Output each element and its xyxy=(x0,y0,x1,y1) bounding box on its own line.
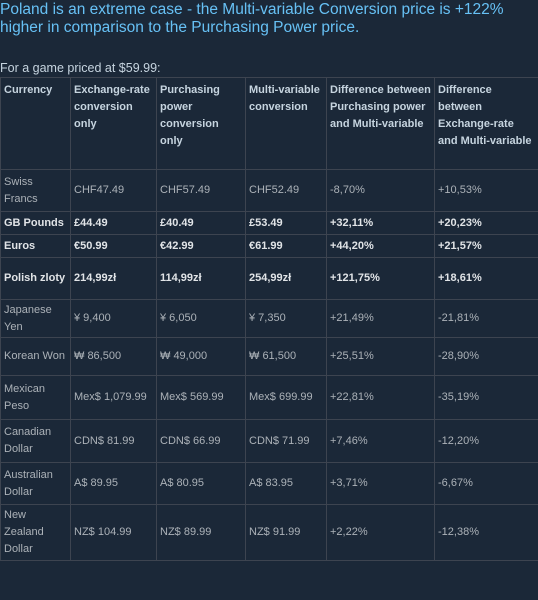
header-multi-variable: Multi-variable conversion xyxy=(245,77,327,170)
header-exchange-rate: Exchange-rate conversion only xyxy=(70,77,157,170)
multi-variable-cell: A$ 83.95 xyxy=(245,462,327,505)
currency-cell: Canadian Dollar xyxy=(0,419,71,463)
currency-cell: Australian Dollar xyxy=(0,462,71,505)
diff-er-mv-cell: +18,61% xyxy=(434,257,538,300)
price-comparison-table: Currency Exchange-rate conversion only P… xyxy=(0,77,538,561)
diff-pp-mv-cell: +44,20% xyxy=(326,234,435,258)
exchange-rate-cell: 214,99zł xyxy=(70,257,157,300)
header-purchasing-power: Purchasing power conversion only xyxy=(156,77,246,170)
table-row: Mexican Peso Mex$ 1,079.99 Mex$ 569.99 Mex$… xyxy=(0,375,538,420)
purchasing-power-cell: 114,99zł xyxy=(156,257,246,300)
diff-pp-mv-cell: +3,71% xyxy=(326,462,435,505)
table-row: Euros €50.99 €42.99 €61.99 +44,20% +21,57% xyxy=(0,234,538,258)
diff-er-mv-cell: -28,90% xyxy=(434,337,538,376)
multi-variable-cell: ¥ 7,350 xyxy=(245,299,327,338)
diff-er-mv-cell: -6,67% xyxy=(434,462,538,505)
currency-cell: Japanese Yen xyxy=(0,299,71,338)
table-row: Canadian Dollar CDN$ 81.99 CDN$ 66.99 CDN$ … xyxy=(0,419,538,463)
header-diff-er-mv: Difference between Exchange-rate and Mul… xyxy=(434,77,538,170)
exchange-rate-cell: CDN$ 81.99 xyxy=(70,419,157,463)
purchasing-power-cell: Mex$ 569.99 xyxy=(156,375,246,420)
diff-er-mv-cell: -35,19% xyxy=(434,375,538,420)
table-row: Swiss Francs CHF47.49 CHF57.49 CHF52.49 -8,7… xyxy=(0,169,538,212)
exchange-rate-cell: Mex$ 1,079.99 xyxy=(70,375,157,420)
multi-variable-cell: CDN$ 71.99 xyxy=(245,419,327,463)
table-header-row: Currency Exchange-rate conversion only P… xyxy=(0,77,538,170)
diff-er-mv-cell: -12,20% xyxy=(434,419,538,463)
multi-variable-cell: €61.99 xyxy=(245,234,327,258)
diff-pp-mv-cell: +7,46% xyxy=(326,419,435,463)
multi-variable-cell: £53.49 xyxy=(245,211,327,235)
purchasing-power-cell: CDN$ 66.99 xyxy=(156,419,246,463)
exchange-rate-cell: ₩ 86,500 xyxy=(70,337,157,376)
purchasing-power-cell: CHF57.49 xyxy=(156,169,246,212)
table-row: Polish zloty 214,99zł 114,99zł 254,99zł +121… xyxy=(0,257,538,300)
diff-pp-mv-cell: +121,75% xyxy=(326,257,435,300)
diff-pp-mv-cell: +25,51% xyxy=(326,337,435,376)
multi-variable-cell: NZ$ 91.99 xyxy=(245,504,327,561)
multi-variable-cell: Mex$ 699.99 xyxy=(245,375,327,420)
currency-cell: Mexican Peso xyxy=(0,375,71,420)
purchasing-power-cell: £40.49 xyxy=(156,211,246,235)
diff-er-mv-cell: -21,81% xyxy=(434,299,538,338)
currency-cell: Swiss Francs xyxy=(0,169,71,212)
purchasing-power-cell: A$ 80.95 xyxy=(156,462,246,505)
purchasing-power-cell: €42.99 xyxy=(156,234,246,258)
exchange-rate-cell: ¥ 9,400 xyxy=(70,299,157,338)
purchasing-power-cell: NZ$ 89.99 xyxy=(156,504,246,561)
exchange-rate-cell: NZ$ 104.99 xyxy=(70,504,157,561)
diff-er-mv-cell: -12,38% xyxy=(434,504,538,561)
exchange-rate-cell: €50.99 xyxy=(70,234,157,258)
currency-cell: GB Pounds xyxy=(0,211,71,235)
table-caption: For a game priced at $59.99: xyxy=(0,61,161,75)
diff-er-mv-cell: +21,57% xyxy=(434,234,538,258)
table-row: Japanese Yen ¥ 9,400 ¥ 6,050 ¥ 7,350 +21,49%… xyxy=(0,299,538,338)
multi-variable-cell: CHF52.49 xyxy=(245,169,327,212)
diff-pp-mv-cell: +32,11% xyxy=(326,211,435,235)
table-row: Korean Won ₩ 86,500 ₩ 49,000 ₩ 61,500 +25,51… xyxy=(0,337,538,376)
table-row: Australian Dollar A$ 89.95 A$ 80.95 A$ 83.9… xyxy=(0,462,538,505)
purchasing-power-cell: ¥ 6,050 xyxy=(156,299,246,338)
diff-er-mv-cell: +10,53% xyxy=(434,169,538,212)
diff-er-mv-cell: +20,23% xyxy=(434,211,538,235)
exchange-rate-cell: A$ 89.95 xyxy=(70,462,157,505)
header-diff-pp-mv: Difference between Purchasing power and … xyxy=(326,77,435,170)
purchasing-power-cell: ₩ 49,000 xyxy=(156,337,246,376)
currency-cell: Euros xyxy=(0,234,71,258)
multi-variable-cell: 254,99zł xyxy=(245,257,327,300)
exchange-rate-cell: £44.49 xyxy=(70,211,157,235)
headline: Poland is an extreme case - the Multi-va… xyxy=(0,1,504,36)
exchange-rate-cell: CHF47.49 xyxy=(70,169,157,212)
currency-cell: Polish zloty xyxy=(0,257,71,300)
header-currency: Currency xyxy=(0,77,71,170)
table-row: GB Pounds £44.49 £40.49 £53.49 +32,11% +20,23… xyxy=(0,211,538,235)
table-row: New Zealand Dollar NZ$ 104.99 NZ$ 89.99 NZ$… xyxy=(0,504,538,561)
diff-pp-mv-cell: +22,81% xyxy=(326,375,435,420)
diff-pp-mv-cell: +21,49% xyxy=(326,299,435,338)
currency-cell: Korean Won xyxy=(0,337,71,376)
currency-cell: New Zealand Dollar xyxy=(0,504,71,561)
diff-pp-mv-cell: -8,70% xyxy=(326,169,435,212)
multi-variable-cell: ₩ 61,500 xyxy=(245,337,327,376)
diff-pp-mv-cell: +2,22% xyxy=(326,504,435,561)
